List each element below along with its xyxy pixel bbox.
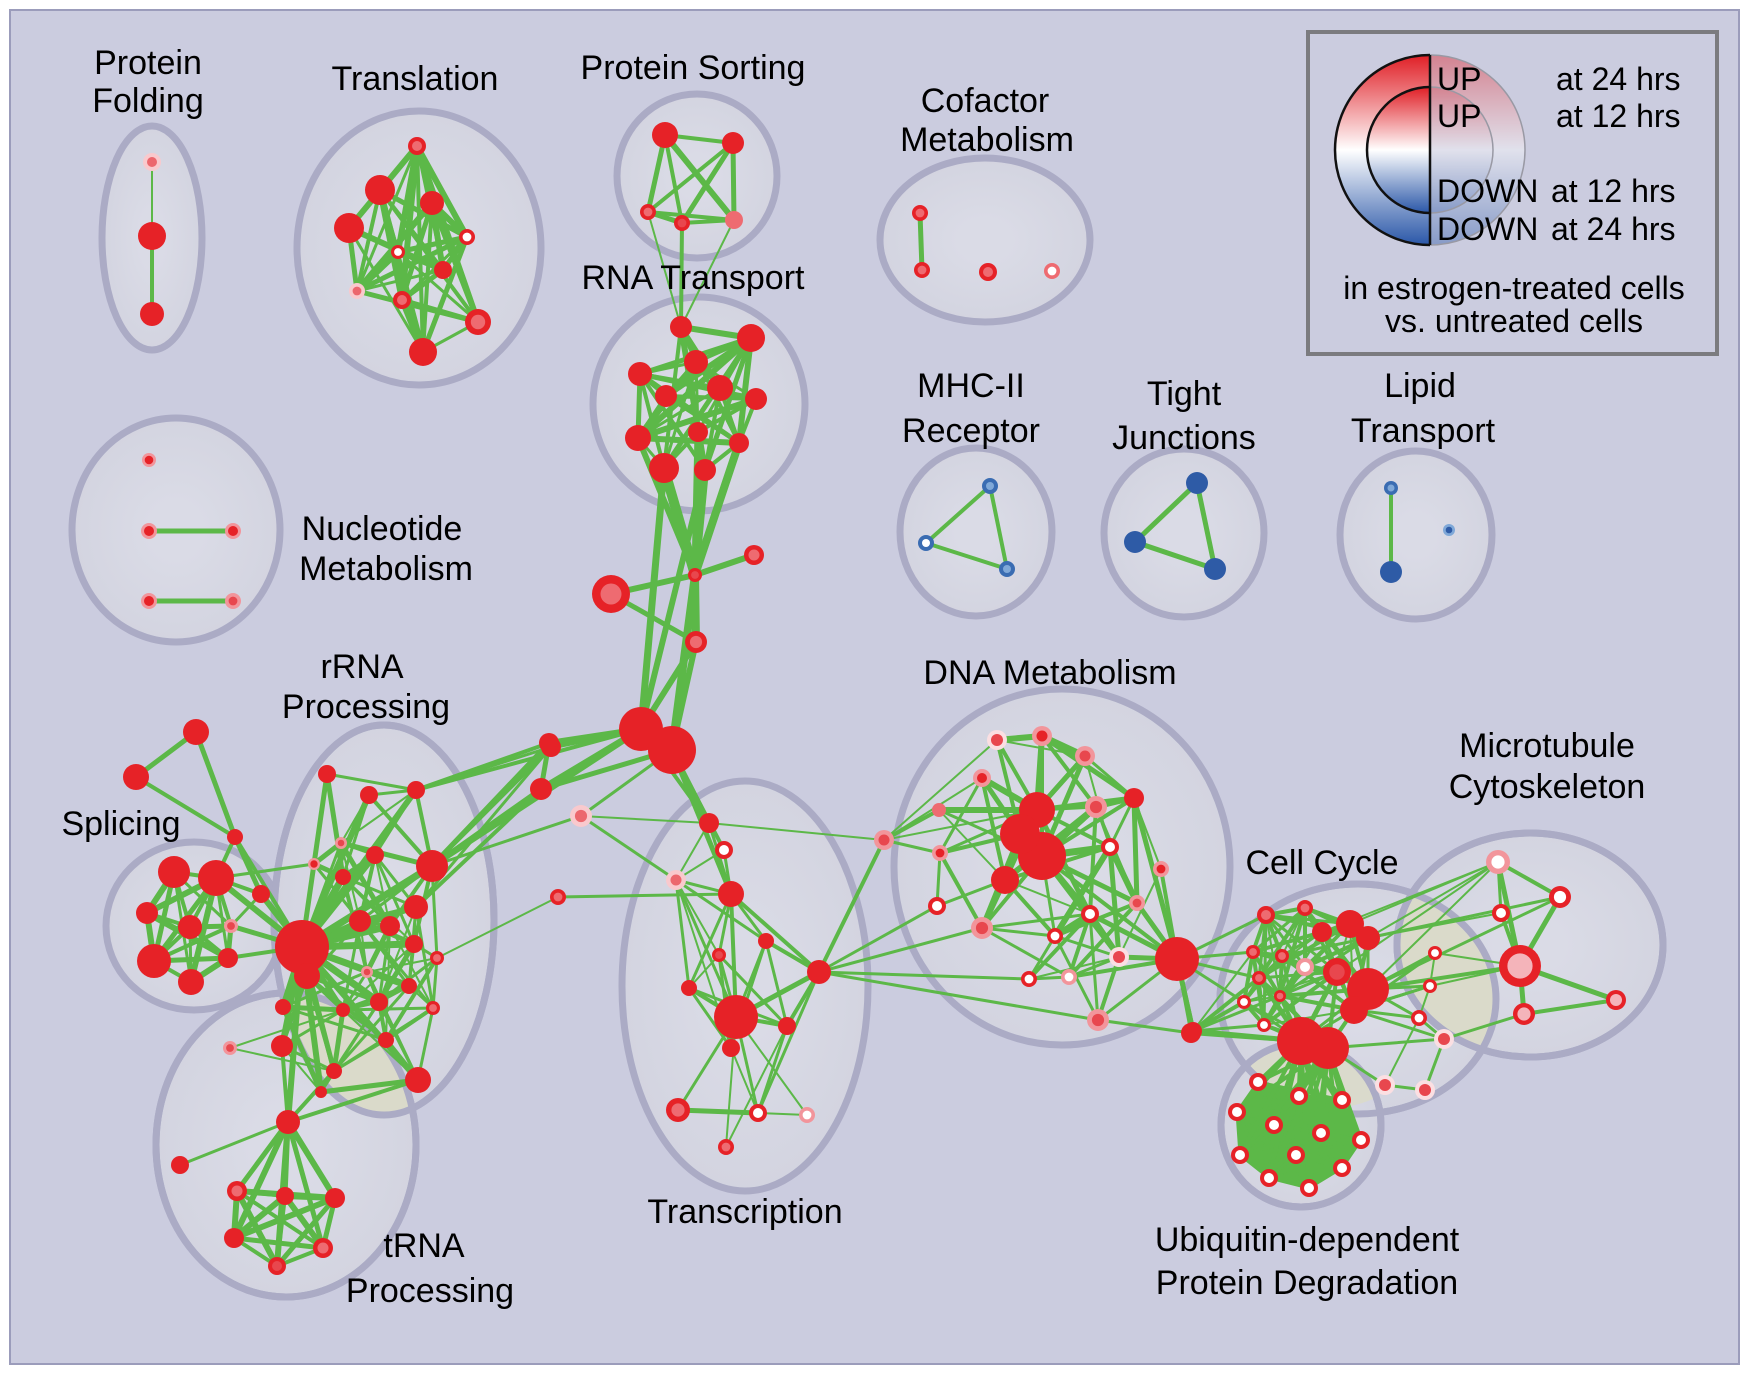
svg-text:Ubiquitin-dependent: Ubiquitin-dependent <box>1155 1221 1460 1259</box>
svg-text:Transcription: Transcription <box>647 1193 842 1231</box>
svg-text:Folding: Folding <box>92 82 204 120</box>
svg-text:Protein: Protein <box>94 44 202 82</box>
svg-text:at 12 hrs: at 12 hrs <box>1556 98 1681 134</box>
svg-text:Cytoskeleton: Cytoskeleton <box>1449 768 1646 806</box>
svg-text:Metabolism: Metabolism <box>900 121 1074 159</box>
svg-text:in estrogen-treated cells: in estrogen-treated cells <box>1343 270 1685 306</box>
svg-text:Protein Degradation: Protein Degradation <box>1156 1264 1458 1302</box>
svg-text:Lipid: Lipid <box>1384 367 1456 405</box>
svg-text:Splicing: Splicing <box>61 805 180 843</box>
svg-text:vs. untreated cells: vs. untreated cells <box>1385 303 1643 339</box>
svg-text:Transport: Transport <box>1351 412 1496 450</box>
svg-text:Protein Sorting: Protein Sorting <box>581 49 806 87</box>
svg-text:MHC-II: MHC-II <box>917 367 1025 405</box>
svg-text:Metabolism: Metabolism <box>299 550 473 588</box>
svg-text:Translation: Translation <box>332 60 499 98</box>
svg-text:Nucleotide: Nucleotide <box>302 510 463 548</box>
svg-text:Microtubule: Microtubule <box>1459 727 1635 765</box>
svg-text:Processing: Processing <box>346 1272 514 1310</box>
svg-text:RNA Transport: RNA Transport <box>582 259 806 297</box>
svg-text:at 24 hrs: at 24 hrs <box>1556 61 1681 97</box>
svg-text:UP: UP <box>1437 61 1481 97</box>
svg-text:rRNA: rRNA <box>320 648 403 686</box>
svg-text:Cofactor: Cofactor <box>921 82 1050 120</box>
svg-text:Cell Cycle: Cell Cycle <box>1245 844 1398 882</box>
svg-text:Receptor: Receptor <box>902 412 1040 450</box>
svg-text:UP: UP <box>1437 98 1481 134</box>
svg-text:DOWN: DOWN <box>1437 211 1538 247</box>
svg-text:tRNA: tRNA <box>383 1227 465 1265</box>
svg-text:DNA Metabolism: DNA Metabolism <box>923 654 1176 692</box>
svg-text:Processing: Processing <box>282 688 450 726</box>
svg-text:Junctions: Junctions <box>1112 419 1256 457</box>
svg-text:at 24 hrs: at 24 hrs <box>1551 211 1676 247</box>
svg-text:Tight: Tight <box>1147 375 1222 413</box>
svg-text:at 12 hrs: at 12 hrs <box>1551 173 1676 209</box>
svg-text:DOWN: DOWN <box>1437 173 1538 209</box>
